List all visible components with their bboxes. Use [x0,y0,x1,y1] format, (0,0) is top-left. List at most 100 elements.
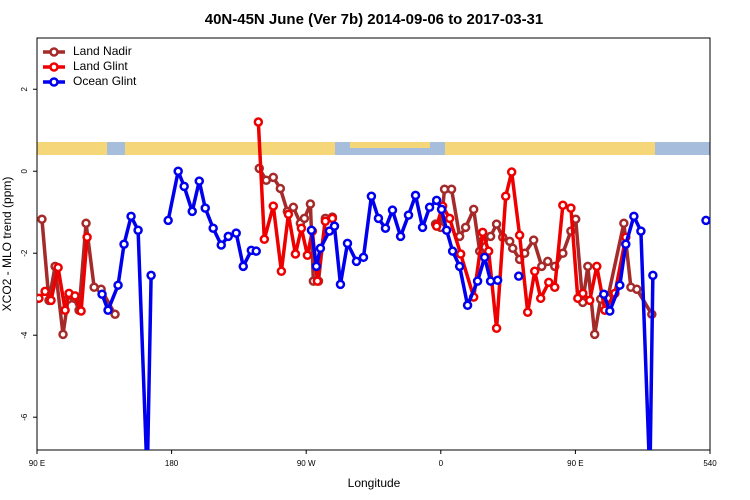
data-point [528,235,539,245]
legend-marker [49,62,59,72]
data-point [40,286,50,297]
data-point [312,276,323,286]
data-point [315,243,326,254]
data-point [268,172,279,183]
x-tick-label: 90 W [297,459,316,468]
data-point [311,261,322,272]
data-point [306,225,317,236]
data-point [37,214,47,224]
data-point [327,213,338,224]
data-point [506,167,517,177]
x-tick-label: 0 [439,459,444,468]
chart-title: 40N-45N June (Ver 7b) 2014-09-06 to 2017… [205,11,544,28]
data-point [126,211,136,222]
data-point [585,295,595,306]
data-point [296,223,307,233]
data-point [592,261,602,272]
data-point [283,209,294,220]
data-point [110,309,120,320]
data-point [366,191,377,201]
y-tick-label: -4 [20,331,29,339]
data-point [216,240,227,250]
data-point [578,288,588,299]
data-point [305,199,316,209]
legend-label: Ocean Glint [73,74,137,88]
data-point [632,284,642,295]
data-point [231,228,241,238]
data-point [462,300,473,311]
data-point [491,219,502,229]
land-ocean-strip [37,142,710,155]
data-point [342,238,353,249]
y-tick-label: -2 [20,249,29,257]
legend-label: Land Glint [73,59,128,73]
data-point [417,222,428,233]
data-point [701,215,710,226]
data-point [46,295,56,306]
data-point [119,239,129,249]
data-point [194,176,205,186]
data-point [529,266,540,277]
data-point [513,271,524,281]
data-point [259,234,270,245]
data-point [446,184,457,195]
data-point [373,213,384,224]
data-point [542,256,553,267]
data-point [299,213,310,224]
data-point [447,246,458,256]
data-point [187,206,197,217]
data-point [472,276,483,286]
data-point [144,475,151,482]
data-point [268,201,279,211]
data-point [455,249,466,259]
x-tick-label: 540 [703,459,717,468]
data-point [491,323,502,333]
data-point [507,243,518,254]
data-point [251,246,261,256]
data-point [648,270,658,281]
data-point [223,231,234,242]
data-point [335,279,346,290]
data-point [53,262,63,273]
data-point [351,256,362,267]
data-point [537,261,547,272]
data-point [358,252,369,263]
data-point [163,215,173,226]
data-point [238,261,248,272]
data-point [454,261,465,272]
data-point [436,204,447,215]
data-point [615,280,625,290]
data-point [646,475,653,482]
data-point [431,221,442,231]
data-point [97,289,107,299]
legend-label: Land Nadir [73,44,132,58]
x-tick-label: 180 [165,459,179,468]
x-tick-label: 90 E [29,459,45,468]
legend-marker [49,77,59,87]
data-point [477,227,488,238]
data-point [636,226,646,236]
y-tick-label: 2 [20,86,29,91]
data-point [441,225,452,236]
data-point [535,293,546,304]
data-point [37,293,44,304]
data-point [589,329,600,340]
data-point [629,211,639,222]
y-tick-label: 0 [20,168,29,173]
data-point [81,218,91,229]
data-point [200,203,210,213]
data-point [403,210,414,220]
data-point [275,183,286,194]
data-point [146,270,156,281]
data-point [208,223,218,233]
plot-frame [36,37,711,451]
y-tick-label: -6 [20,413,29,421]
data-point [380,223,391,233]
data-point [605,306,615,316]
data-point [621,239,631,249]
data-point [479,252,490,263]
data-point [566,203,576,213]
data-point [329,221,340,231]
data-point [460,222,471,233]
